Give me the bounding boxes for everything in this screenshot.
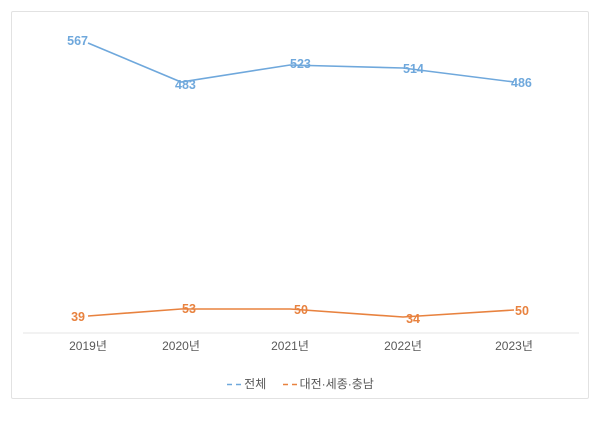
svg-text:50: 50 bbox=[515, 304, 529, 318]
svg-text:53: 53 bbox=[182, 302, 196, 316]
svg-text:50: 50 bbox=[294, 303, 308, 317]
svg-text:514: 514 bbox=[403, 62, 424, 76]
svg-text:483: 483 bbox=[175, 78, 196, 92]
svg-text:486: 486 bbox=[511, 76, 532, 90]
svg-text:567: 567 bbox=[67, 34, 88, 48]
svg-text:34: 34 bbox=[406, 312, 420, 326]
svg-text:523: 523 bbox=[290, 57, 311, 71]
svg-text:39: 39 bbox=[71, 310, 85, 324]
